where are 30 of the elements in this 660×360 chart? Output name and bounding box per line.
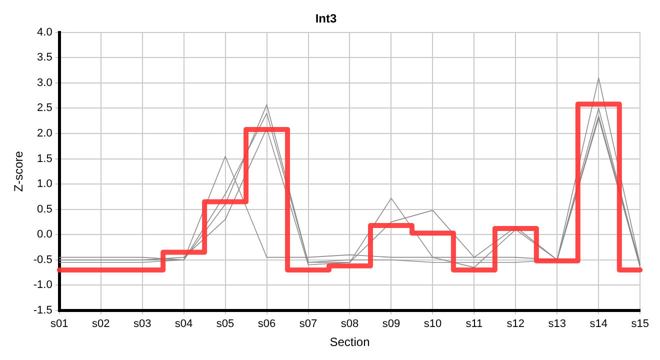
y-tick-label: 1.0 bbox=[37, 178, 52, 190]
x-tick-label: s14 bbox=[590, 318, 608, 330]
x-tick-label: s10 bbox=[424, 318, 442, 330]
x-tick-label: s02 bbox=[92, 318, 110, 330]
y-tick-label: 0.5 bbox=[37, 203, 52, 216]
x-tick-label: s12 bbox=[506, 318, 525, 330]
y-tick-label: 0.0 bbox=[37, 228, 52, 241]
y-tick-label: 2.0 bbox=[37, 128, 52, 140]
x-tick-label: s07 bbox=[299, 318, 318, 330]
y-tick-label: 4.0 bbox=[37, 26, 52, 38]
y-axis-title: Z-score bbox=[12, 150, 26, 192]
x-tick-label: s03 bbox=[133, 318, 152, 330]
x-tick-label: s11 bbox=[466, 318, 483, 330]
y-tick-label: 2.5 bbox=[37, 102, 52, 114]
y-tick-label: 3.5 bbox=[37, 52, 52, 64]
x-tick-label: s09 bbox=[382, 318, 400, 330]
y-tick-label: 1.5 bbox=[37, 152, 52, 165]
x-tick-label: s04 bbox=[174, 318, 193, 330]
y-tick-label: -0.5 bbox=[33, 254, 52, 266]
y-tick-label: -1.0 bbox=[33, 279, 52, 292]
chart-title: Int3 bbox=[315, 12, 337, 26]
x-tick-label: s06 bbox=[258, 318, 276, 330]
x-tick-label: s08 bbox=[340, 318, 359, 330]
x-tick-label: s13 bbox=[548, 318, 566, 330]
y-tick-label: 3.0 bbox=[37, 76, 52, 89]
y-tick-label: -1.5 bbox=[33, 304, 52, 316]
x-tick-label: s05 bbox=[216, 318, 234, 330]
x-tick-label: s01 bbox=[50, 318, 68, 330]
x-axis-title: Section bbox=[330, 335, 370, 350]
x-tick-label: s15 bbox=[631, 318, 650, 330]
